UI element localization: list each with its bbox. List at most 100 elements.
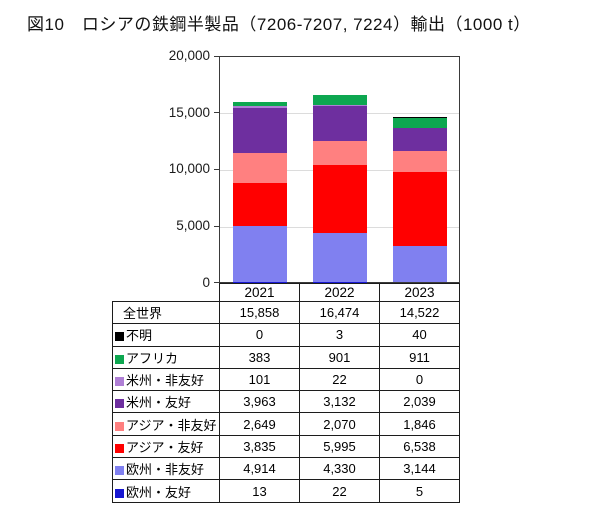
bar-segment xyxy=(313,95,367,106)
bar-2021 xyxy=(233,55,287,282)
table-row: 米州・非友好 101 22 0 xyxy=(112,367,460,392)
table-cell: 3,132 xyxy=(299,390,380,414)
table-header-year: 2023 xyxy=(379,283,460,302)
table-row: 不明 0 3 40 xyxy=(112,323,460,347)
legend-swatch xyxy=(115,421,124,431)
row-label-text: 米州・友好 xyxy=(126,395,192,411)
row-label-text: アジア・非友好 xyxy=(126,417,217,433)
bar-segment xyxy=(233,226,287,282)
table-cell: 0 xyxy=(219,323,300,347)
legend-swatch xyxy=(115,354,124,364)
table-cell: 3 xyxy=(299,323,380,347)
bar-segment xyxy=(233,182,287,227)
table-cell: 5 xyxy=(379,479,460,503)
legend-swatch xyxy=(115,443,124,453)
y-axis-tick-mark xyxy=(214,226,219,228)
y-axis-tick-label: 0 xyxy=(202,275,210,290)
row-label-text: 欧州・非友好 xyxy=(126,462,205,478)
legend-swatch xyxy=(115,332,124,342)
table-row: 欧州・友好 13 22 5 xyxy=(112,479,460,503)
table-header-row: 2021 2022 2023 xyxy=(113,283,460,302)
table-header-year: 2021 xyxy=(219,283,300,302)
bar-segment xyxy=(393,117,447,129)
row-label-text: アフリカ xyxy=(126,350,179,366)
bar-segment xyxy=(313,232,367,282)
figure-title: 図10 ロシアの鉄鋼半製品（7206-7207, 7224）輸出（1000 t） xyxy=(27,15,531,34)
data-table: 2021 2022 2023 全世界 15,858 16,474 14,522 … xyxy=(112,283,460,503)
bar-segment xyxy=(313,141,367,165)
row-label: 全世界 xyxy=(112,300,220,325)
table-cell: 40 xyxy=(379,323,460,347)
row-label-text: 不明 xyxy=(126,328,153,344)
table-corner-cell xyxy=(113,284,220,302)
bar-segment xyxy=(393,172,447,247)
y-axis-tick-mark xyxy=(214,282,219,284)
legend-swatch xyxy=(115,488,124,498)
table-row: 欧州・非友好 4,914 4,330 3,144 xyxy=(112,457,460,481)
table-cell: 383 xyxy=(219,345,300,369)
legend-swatch xyxy=(115,399,124,409)
bar-segment xyxy=(393,246,447,282)
table-cell: 3,963 xyxy=(219,390,300,414)
table-cell: 15,858 xyxy=(219,300,300,325)
table-cell: 13 xyxy=(219,479,300,503)
table-cell: 22 xyxy=(299,479,380,503)
legend-swatch xyxy=(115,466,124,476)
row-label-text: 米州・非友好 xyxy=(126,373,205,389)
table-cell: 901 xyxy=(299,345,380,369)
table-header-year: 2022 xyxy=(299,283,380,302)
table-row: 全世界 15,858 16,474 14,522 xyxy=(112,300,460,325)
y-axis-tick-mark xyxy=(214,112,219,114)
row-label: 欧州・友好 xyxy=(112,479,220,503)
row-label: 不明 xyxy=(112,323,220,347)
row-label: 欧州・非友好 xyxy=(112,457,220,481)
table-row: アジア・友好 3,835 5,995 6,538 xyxy=(112,434,460,459)
row-label: 米州・非友好 xyxy=(112,367,220,392)
table-cell: 4,914 xyxy=(219,457,300,481)
table-cell: 16,474 xyxy=(299,300,380,325)
table-cell: 0 xyxy=(379,367,460,392)
bar-segment xyxy=(313,164,367,233)
bar-segment xyxy=(393,151,447,173)
table-row: アジア・非友好 2,649 2,070 1,846 xyxy=(112,412,460,436)
bar-2023 xyxy=(393,55,447,282)
bar-segment xyxy=(233,106,287,108)
table-cell: 2,039 xyxy=(379,390,460,414)
row-label: 米州・友好 xyxy=(112,390,220,414)
chart-plot-area xyxy=(219,56,460,283)
bar-segment xyxy=(313,105,367,142)
row-label-text: 欧州・友好 xyxy=(126,484,192,500)
table-cell: 4,330 xyxy=(299,457,380,481)
row-label-text: 全世界 xyxy=(123,306,163,322)
y-axis-tick-label: 20,000 xyxy=(168,48,210,63)
table-cell: 2,649 xyxy=(219,412,300,436)
bar-segment xyxy=(233,107,287,153)
row-label: アジア・友好 xyxy=(112,434,220,459)
y-axis-tick-label: 5,000 xyxy=(176,218,210,233)
row-label-text: アジア・友好 xyxy=(126,439,204,455)
row-label: アジア・非友好 xyxy=(112,412,220,436)
table-cell: 101 xyxy=(219,367,300,392)
y-axis-tick-label: 10,000 xyxy=(168,161,210,176)
table-row: 米州・友好 3,963 3,132 2,039 xyxy=(112,390,460,414)
table-cell: 14,522 xyxy=(379,300,460,325)
table-cell: 3,144 xyxy=(379,457,460,481)
legend-swatch xyxy=(115,377,124,387)
bar-segment xyxy=(393,128,447,152)
y-axis-tick-mark xyxy=(214,56,219,58)
bar-segment xyxy=(233,152,287,183)
y-axis-tick-mark xyxy=(214,169,219,171)
table-cell: 1,846 xyxy=(379,412,460,436)
row-label: アフリカ xyxy=(112,345,220,369)
table-cell: 5,995 xyxy=(299,434,380,459)
table-cell: 911 xyxy=(379,345,460,369)
table-row: アフリカ 383 901 911 xyxy=(112,345,460,369)
table-cell: 6,538 xyxy=(379,434,460,459)
y-axis-tick-label: 15,000 xyxy=(168,105,210,120)
table-cell: 22 xyxy=(299,367,380,392)
bar-segment xyxy=(233,102,287,107)
table-cell: 2,070 xyxy=(299,412,380,436)
bar-2022 xyxy=(313,55,367,282)
table-cell: 3,835 xyxy=(219,434,300,459)
